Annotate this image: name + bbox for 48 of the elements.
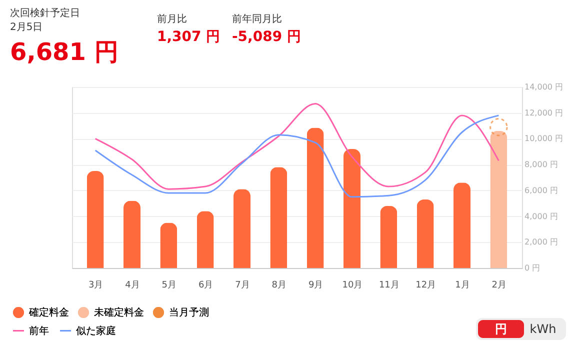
bar	[160, 222, 178, 268]
bar	[124, 200, 140, 268]
bar	[306, 128, 324, 268]
x-tick-label: 12月	[416, 280, 436, 290]
y-tick-label: 0 円	[524, 264, 540, 272]
y-tick-label: 14,000 円	[524, 82, 564, 92]
bar	[234, 189, 250, 268]
legend-label: 前年	[29, 324, 49, 337]
legend-label: 似た家庭	[76, 324, 116, 337]
text: 2月5日	[10, 22, 43, 33]
bar	[86, 171, 104, 268]
y-tick-label: 10,000 円	[524, 134, 564, 144]
text: 前月比	[157, 13, 187, 25]
x-tick-label: 2月	[492, 280, 507, 290]
y-tick-label: 4,000 円	[524, 212, 558, 221]
line-series	[94, 114, 500, 198]
bar	[196, 211, 214, 268]
line-series	[94, 103, 500, 190]
text: kWh	[530, 322, 556, 336]
text: 前年同月比	[232, 13, 282, 25]
bar	[270, 167, 288, 268]
text: -5,089 円	[232, 29, 301, 45]
y-tick-label: 2,000 円	[524, 238, 558, 247]
x-tick-label: 7月	[235, 280, 250, 290]
x-tick-label: 4月	[125, 280, 140, 290]
bar	[490, 130, 508, 268]
x-tick-label: 6月	[198, 280, 214, 290]
legend-label: 確定料金	[28, 306, 69, 319]
x-tick-label: 9月	[308, 280, 324, 290]
x-tick-label: 8月	[272, 280, 287, 290]
legend-label: 当月予測	[169, 306, 209, 319]
y-tick-label: 8,000 円	[524, 160, 558, 170]
text: 円	[495, 322, 507, 336]
text: 6,681 円	[10, 38, 118, 66]
x-tick-label: 3月	[88, 280, 104, 290]
text: 1,307 円	[157, 29, 220, 45]
y-tick-label: 6,000 円	[524, 186, 558, 195]
text: 次回検針予定日	[10, 7, 80, 19]
bar	[454, 182, 470, 268]
bar	[344, 149, 360, 268]
y-tick-label: 12,000 円	[524, 108, 564, 118]
x-tick-label: 10月	[342, 280, 363, 290]
bar	[380, 206, 398, 268]
x-tick-label: 1月	[455, 280, 470, 290]
legend-label: 未確定料金	[94, 306, 144, 319]
x-tick-label: 11月	[378, 280, 400, 290]
x-tick-label: 5月	[162, 280, 177, 290]
bar	[416, 199, 434, 268]
